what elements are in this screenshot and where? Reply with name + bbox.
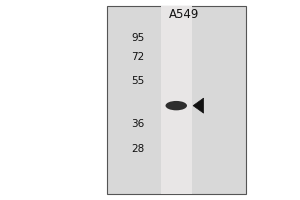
Text: 36: 36: [131, 119, 144, 129]
Text: 95: 95: [131, 33, 144, 43]
Bar: [106, 6, 246, 194]
Text: 28: 28: [131, 144, 144, 154]
Text: 55: 55: [131, 76, 144, 86]
Bar: [161, 6, 192, 194]
Text: A549: A549: [169, 8, 199, 21]
Polygon shape: [193, 98, 204, 113]
Text: 72: 72: [131, 52, 144, 62]
Ellipse shape: [166, 101, 187, 110]
